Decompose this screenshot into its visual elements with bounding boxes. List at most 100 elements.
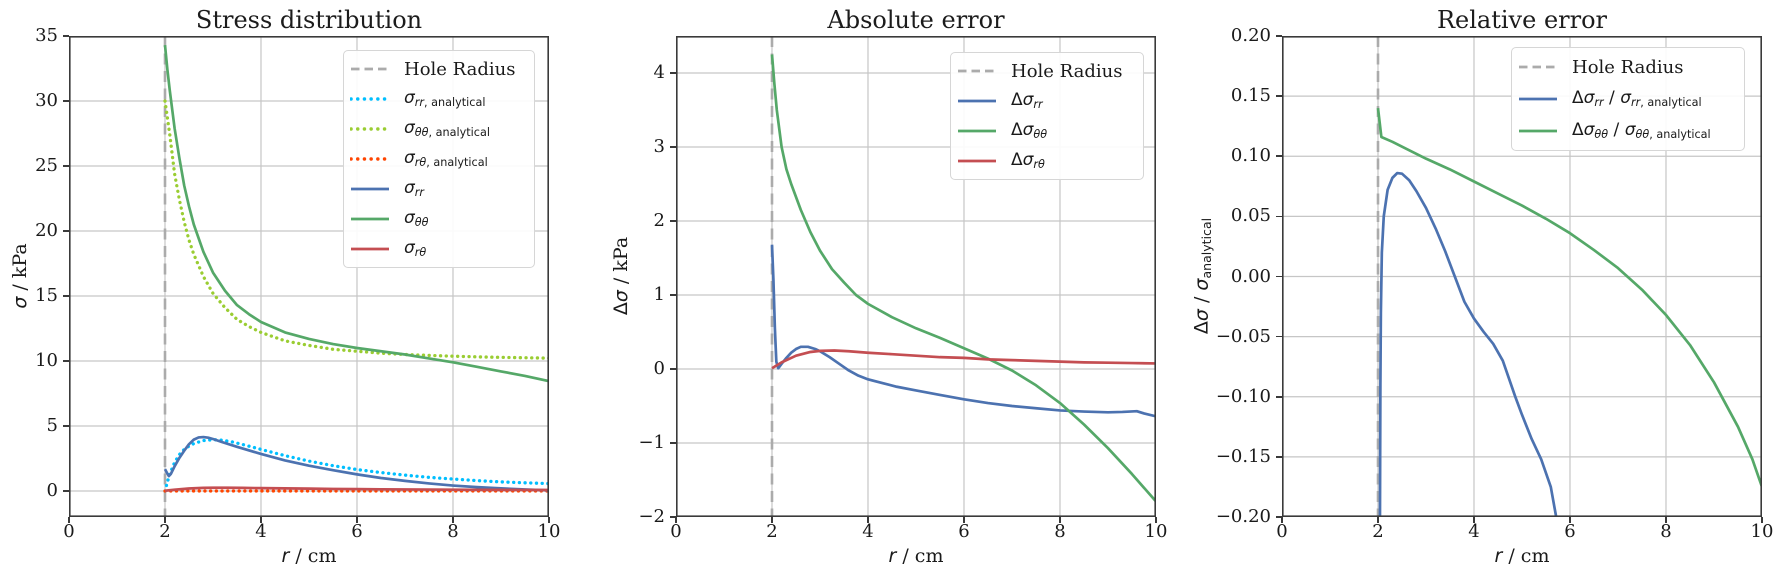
y-tick-label: 35 [35, 25, 58, 46]
legend-item: Hole Radius [350, 54, 528, 84]
legend-item: σθθ [350, 204, 528, 234]
legend-label: σrr, analytical [404, 88, 486, 110]
legend-2: Hole Radius Δσrr / σrr, analytical Δσθθ / … [1511, 47, 1745, 151]
y-tick [63, 35, 69, 37]
legend-item: σrr, analytical [350, 84, 528, 114]
x-tick [68, 517, 70, 523]
x-tick-label: 6 [1564, 521, 1576, 542]
y-tick-label: 0.20 [1230, 25, 1271, 46]
axes-spines [69, 36, 549, 517]
x-tick-label: 2 [766, 521, 778, 542]
dashed-line-sample-icon [1519, 65, 1557, 69]
x-tick-label: 2 [159, 521, 171, 542]
x-tick-label: 4 [1468, 521, 1480, 542]
y-tick-label: −0.15 [1215, 445, 1271, 467]
legend-label: σθθ, analytical [404, 118, 490, 140]
y-tick [670, 146, 676, 148]
plot-area-2 [1282, 36, 1762, 517]
solid-line-sample-icon [351, 247, 389, 251]
x-tick-label: 10 [1750, 521, 1774, 542]
plot1-x-axis-label: r / cm [281, 545, 337, 567]
solid-line-sample-icon [958, 159, 996, 163]
solid-line-sample-icon [1519, 129, 1557, 133]
y-tick-label: −0.10 [1215, 385, 1271, 407]
plot3-x-axis-label: r / cm [1494, 545, 1550, 567]
y-tick [1276, 215, 1282, 218]
y-tick [63, 360, 69, 362]
y-tick-label: 0 [46, 480, 58, 501]
y-tick [670, 516, 676, 518]
y-tick [670, 294, 676, 296]
y-tick [1276, 516, 1282, 518]
y-tick-label: −2 [638, 506, 665, 527]
x-tick-label: 8 [447, 521, 459, 542]
legend-label: σrθ, analytical [404, 148, 488, 170]
y-tick-label: 1 [653, 284, 665, 305]
series-sigma-rt [164, 486, 549, 493]
x-tick [867, 517, 869, 523]
series-sigma-rr-analytical [163, 438, 549, 493]
legend-item: σθθ, analytical [350, 114, 528, 144]
x-tick [548, 517, 550, 523]
y-tick [1276, 456, 1282, 458]
x-tick-label: 6 [958, 521, 970, 542]
legend-0: Hole Radius σrr, analytical σθθ, analytica… [343, 50, 535, 268]
x-tick [1281, 517, 1283, 523]
x-tick [452, 517, 454, 523]
y-tick [63, 425, 69, 427]
dashed-line-sample-icon [351, 67, 389, 71]
y-tick [1276, 275, 1282, 278]
plot2-title: Absolute error [827, 6, 1005, 34]
series-delta-sigma-rt [771, 349, 1156, 370]
x-tick [1377, 517, 1379, 523]
y-tick [1276, 155, 1282, 158]
y-tick [670, 442, 676, 444]
x-tick [1761, 517, 1763, 523]
solid-line-sample-icon [1519, 97, 1557, 101]
y-tick-label: −0.20 [1215, 506, 1271, 527]
plot3-title: Relative error [1436, 6, 1608, 34]
x-tick-label: 10 [1144, 521, 1168, 542]
x-tick-label: 4 [862, 521, 874, 542]
x-tick-label: 0 [63, 521, 75, 542]
x-tick-label: 2 [1372, 521, 1384, 542]
y-tick [670, 72, 676, 74]
legend-label: Δσθθ / σθθ, analytical [1572, 120, 1711, 142]
y-tick-label: −0.05 [1215, 325, 1271, 347]
series-rel-delta-sigma-tt [1376, 107, 1762, 488]
legend-label: Hole Radius [1572, 56, 1684, 78]
legend-item: Δσrr / σrr, analytical [1518, 83, 1738, 115]
y-tick-label: 0 [653, 358, 665, 379]
x-tick [356, 517, 358, 523]
y-tick [63, 230, 69, 232]
x-tick-label: 0 [1276, 521, 1288, 542]
x-tick-label: 4 [255, 521, 267, 542]
series-sigma-rr [163, 435, 549, 492]
series-sigma-tt [163, 44, 549, 383]
x-tick-label: 10 [537, 521, 561, 542]
y-tick-label: 0.15 [1230, 85, 1271, 107]
y-tick [670, 220, 676, 222]
x-tick [1473, 517, 1475, 523]
solid-line-sample-icon [351, 217, 389, 221]
y-tick [63, 295, 69, 297]
x-tick-label: 6 [351, 521, 363, 542]
dashed-line-sample-icon [958, 69, 996, 73]
dotted-line-sample-icon [350, 127, 390, 131]
y-tick-label: 0.10 [1230, 145, 1271, 167]
axes-spines [676, 36, 1156, 517]
legend-label: Δσrθ [1011, 150, 1045, 172]
x-tick [963, 517, 965, 523]
y-tick [670, 368, 676, 370]
y-tick-label: 25 [35, 155, 58, 176]
x-tick-label: 8 [1660, 521, 1672, 542]
legend-label: Δσrr / σrr, analytical [1572, 88, 1702, 110]
y-tick-label: 4 [653, 62, 665, 83]
legend-label: σθθ [404, 208, 429, 230]
x-tick [260, 517, 262, 523]
x-tick [164, 517, 166, 523]
legend-item: Δσrθ [957, 146, 1137, 176]
y-tick [63, 100, 69, 102]
series-rel-delta-sigma-rr [1378, 171, 1558, 517]
